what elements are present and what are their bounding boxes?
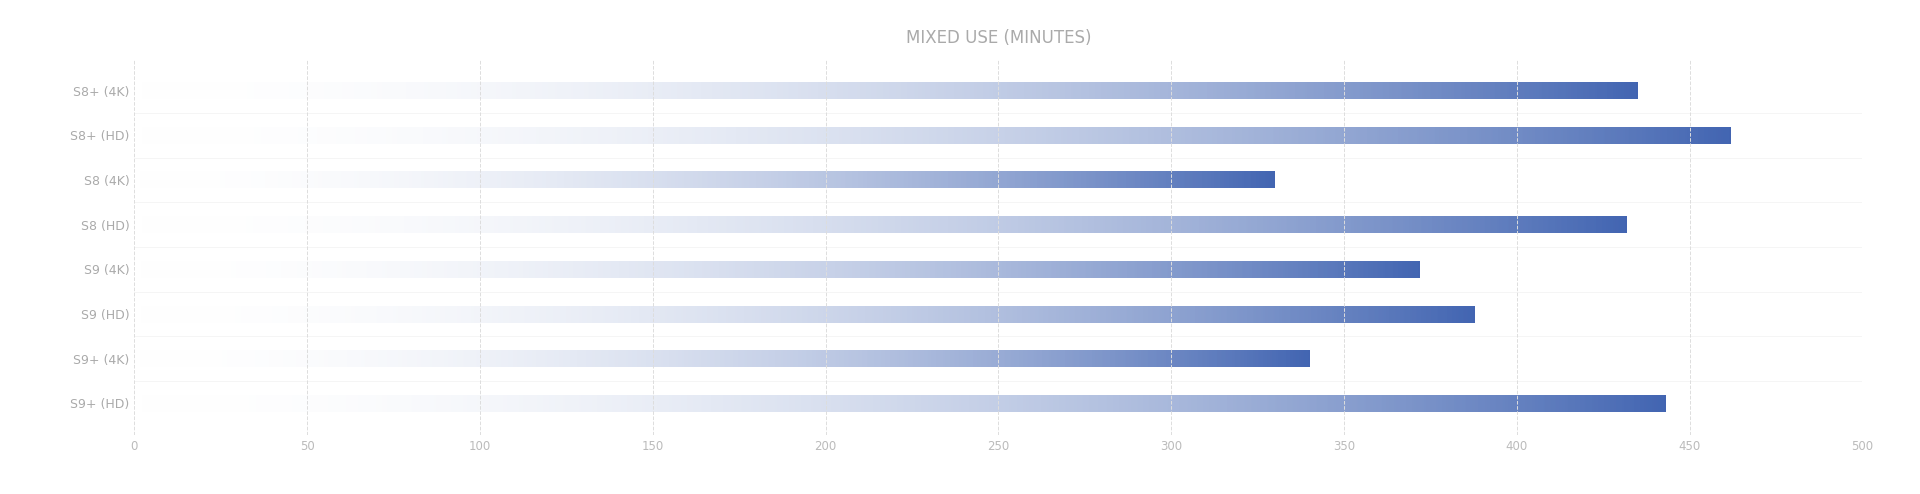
Title: MIXED USE (MINUTES): MIXED USE (MINUTES) xyxy=(906,29,1091,46)
